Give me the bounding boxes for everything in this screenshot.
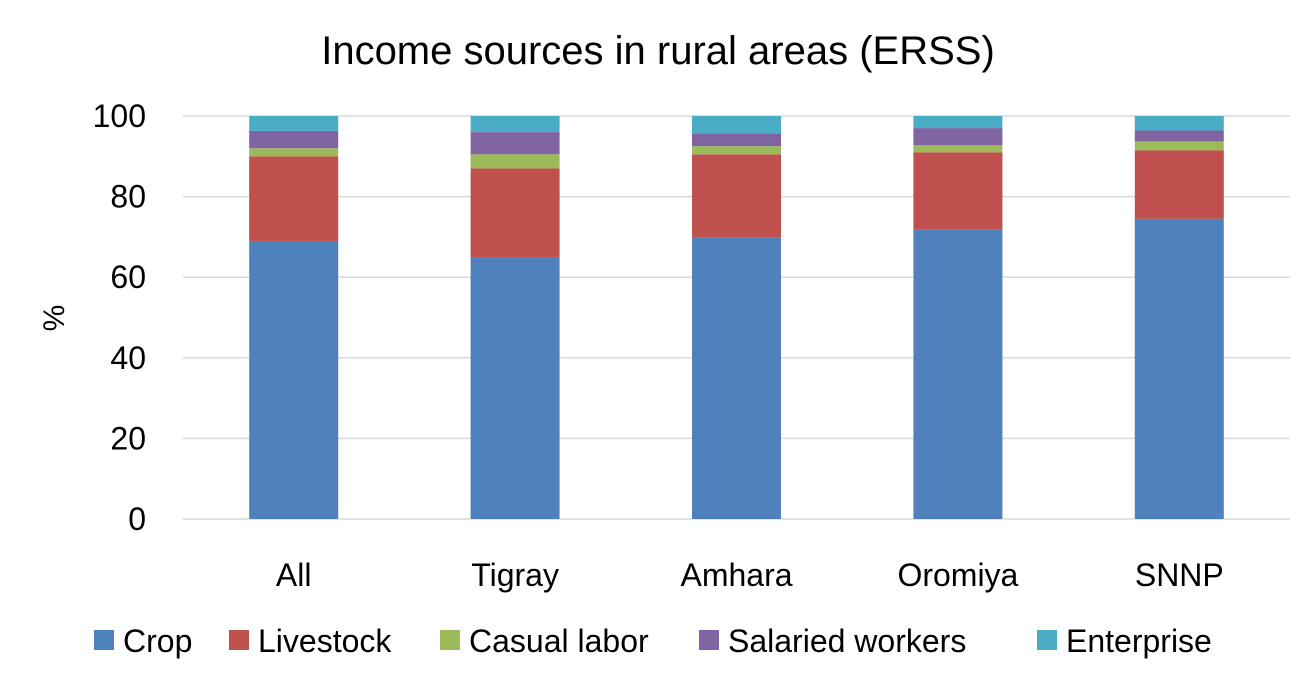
bar-all-livestock <box>249 156 339 241</box>
bar-all-crop <box>249 240 339 519</box>
bar-tigray-livestock <box>470 168 560 258</box>
bar-oromiya-enterprise <box>913 116 1003 129</box>
y-tick-label: 40 <box>110 340 146 376</box>
x-tick-label: Oromiya <box>897 557 1018 593</box>
x-tick-label: Tigray <box>471 557 559 593</box>
legend-label-casual-labor: Casual labor <box>469 623 649 659</box>
legend: Crop Livestock Casual labor Salaried worker… <box>94 623 1212 659</box>
bar-tigray-casual-labor <box>470 154 560 169</box>
legend-label-livestock: Livestock <box>258 623 392 659</box>
bar-tigray-crop <box>470 257 560 519</box>
legend-swatch-livestock <box>229 630 249 650</box>
chart-title: Income sources in rural areas (ERSS) <box>321 29 995 73</box>
bar-all-enterprise <box>249 116 339 131</box>
y-tick-label: 60 <box>110 259 146 295</box>
bar-tigray-salaried-workers <box>470 132 560 155</box>
bar-snnp-crop <box>1134 218 1224 519</box>
legend-label-salaried-workers: Salaried workers <box>728 623 966 659</box>
bar-oromiya-casual-labor <box>913 145 1003 153</box>
bar-snnp-casual-labor <box>1134 141 1224 151</box>
bar-all-casual-labor <box>249 148 339 157</box>
y-tick-label: 0 <box>128 501 146 537</box>
bar-amhara-livestock <box>692 154 781 238</box>
bars <box>249 116 1224 519</box>
y-axis-title: % <box>38 305 71 332</box>
legend-label-enterprise: Enterprise <box>1066 623 1212 659</box>
x-tick-label: SNNP <box>1135 557 1224 593</box>
bar-amhara-enterprise <box>692 116 781 134</box>
x-axis-ticks: All Tigray Amhara Oromiya SNNP <box>276 557 1224 593</box>
bar-snnp-livestock <box>1134 150 1224 219</box>
bar-amhara-salaried-workers <box>692 133 781 147</box>
bar-all-salaried-workers <box>249 130 339 149</box>
legend-label-crop: Crop <box>123 623 192 659</box>
bar-amhara-crop <box>692 237 781 519</box>
y-tick-label: 80 <box>110 179 146 215</box>
bar-snnp-salaried-workers <box>1134 130 1224 142</box>
x-tick-label: All <box>276 557 312 593</box>
x-tick-label: Amhara <box>680 557 792 593</box>
y-tick-label: 100 <box>93 98 146 134</box>
legend-swatch-casual-labor <box>440 630 460 650</box>
bar-tigray-enterprise <box>470 116 560 133</box>
bar-snnp-enterprise <box>1134 116 1224 131</box>
legend-swatch-salaried-workers <box>699 630 719 650</box>
y-axis-ticks: 0 20 40 60 80 100 <box>93 98 146 537</box>
legend-swatch-crop <box>94 630 114 650</box>
bar-amhara-casual-labor <box>692 146 781 155</box>
y-tick-label: 20 <box>110 420 146 456</box>
bar-oromiya-crop <box>913 229 1003 519</box>
legend-swatch-enterprise <box>1037 630 1057 650</box>
bar-oromiya-salaried-workers <box>913 128 1003 146</box>
bar-oromiya-livestock <box>913 152 1003 230</box>
